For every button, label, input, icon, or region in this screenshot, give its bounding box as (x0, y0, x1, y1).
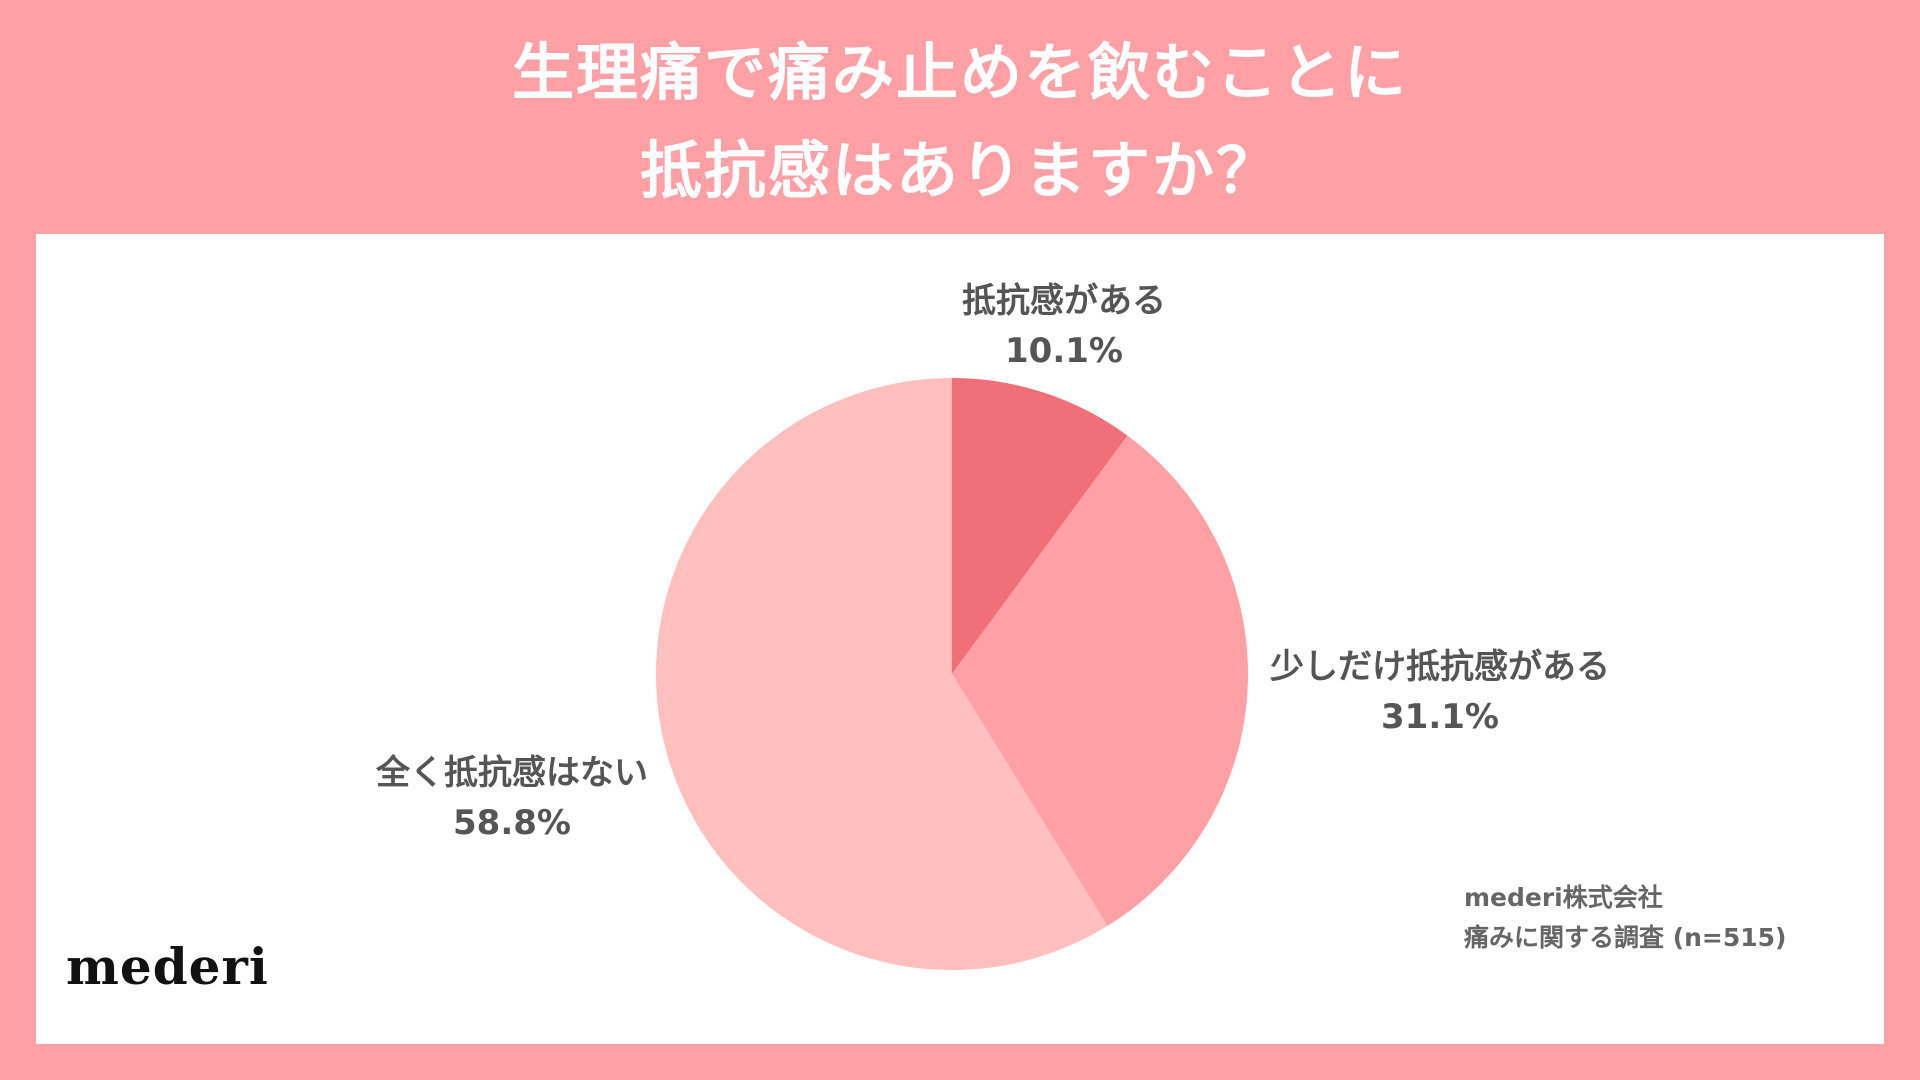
slice-value-not-resistant: 58.8% (453, 803, 571, 843)
slice-label-slightly-resistant: 少しだけ抵抗感がある (1270, 647, 1610, 687)
slice-label-resistant: 抵抗感がある (962, 281, 1166, 321)
slice-value-slightly-resistant: 31.1% (1381, 697, 1499, 737)
source-survey: 痛みに関する調査 (n=515) (1464, 923, 1787, 952)
chart-title-line-1: 生理痛で痛み止めを飲むことに (511, 36, 1408, 109)
source-company: mederi株式会社 (1464, 883, 1663, 912)
slice-label-not-resistant: 全く抵抗感はない (375, 753, 648, 793)
pie-slice-not-resistant (656, 378, 1108, 970)
pie-slice-slightly-resistant (952, 435, 1248, 926)
source-note: mederi株式会社 痛みに関する調査 (n=515) (1464, 878, 1787, 958)
chart-title-line-2: 抵抗感はありますか？ (639, 134, 1280, 207)
pie-chart: 抵抗感がある 10.1% 少しだけ抵抗感がある 31.1% 全く抵抗感はない 58.8% (375, 281, 1610, 970)
chart-panel: 抵抗感がある 10.1% 少しだけ抵抗感がある 31.1% 全く抵抗感はない 58.8% … (36, 234, 1884, 1044)
header: 生理痛で痛み止めを飲むことに 抵抗感はありますか？ (0, 0, 1920, 234)
pie-slice-resistant (952, 378, 1128, 674)
slice-value-resistant: 10.1% (1005, 331, 1123, 371)
mederi-logo: mederi (66, 937, 269, 996)
